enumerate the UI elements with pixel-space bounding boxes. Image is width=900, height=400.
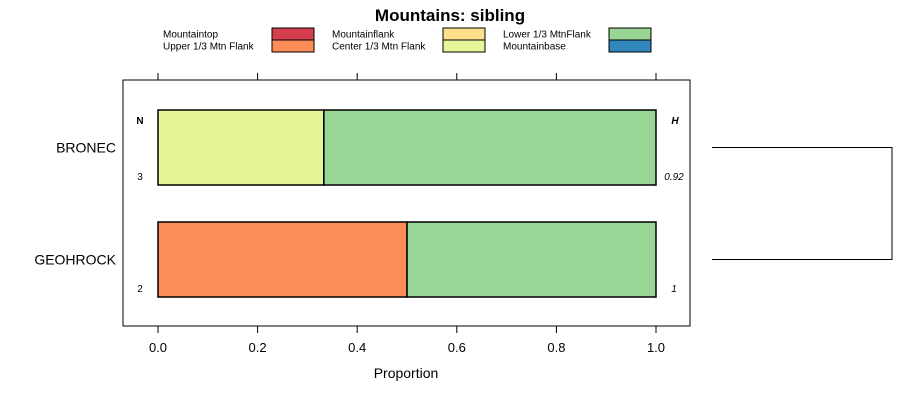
bar-geohrock-lower-1-3-mtnflank	[406, 221, 657, 298]
x-tick-label: 0.6	[448, 340, 466, 355]
legend-label-mountainflank: Mountainflank	[332, 30, 395, 41]
h-value-bronec: 0.92	[664, 172, 684, 183]
n-value-geohrock: 2	[137, 284, 143, 295]
legend-swatch-upper-1-3-mtn-flank	[271, 39, 315, 53]
bars	[157, 109, 657, 298]
x-tick-label: 0.2	[249, 340, 267, 355]
legend-label-center-1-3-mtn-flank: Center 1/3 Mtn Flank	[332, 42, 426, 53]
legend-label-mountainbase: Mountainbase	[503, 42, 566, 53]
top-axis-ticks	[157, 73, 657, 80]
h-column-header: H	[671, 116, 679, 127]
chart-title: Mountains: sibling	[375, 6, 525, 25]
dendrogram-branch	[712, 147, 893, 260]
x-tick-label: 0.4	[348, 340, 366, 355]
x-tick-label: 1.0	[647, 340, 665, 355]
row-stats: 3 0.92 2 1	[137, 172, 684, 295]
plot-frame	[122, 79, 691, 327]
n-column-header: N	[136, 116, 143, 127]
legend-swatch-mountainflank	[442, 27, 486, 41]
legend-swatch-mountaintop	[271, 27, 315, 41]
legend-label-mountaintop: Mountaintop	[163, 30, 218, 41]
bar-bronec-center-1-3-mtn-flank	[157, 109, 325, 186]
x-axis: 0.0 0.2 0.4 0.6 0.8 1.0	[149, 326, 665, 355]
legend-swatch-lower-1-3-mtnflank	[608, 27, 652, 41]
n-value-bronec: 3	[137, 172, 143, 183]
dendrogram	[712, 147, 893, 260]
legend-label-upper-1-3-mtn-flank: Upper 1/3 Mtn Flank	[163, 42, 255, 53]
category-labels: BRONEC GEOHROCK	[34, 140, 116, 268]
h-value-geohrock: 1	[671, 284, 677, 295]
x-tick-label: 0.8	[547, 340, 565, 355]
legend-swatch-center-1-3-mtn-flank	[442, 39, 486, 53]
category-label-geohrock: GEOHROCK	[34, 252, 116, 268]
category-label-bronec: BRONEC	[56, 140, 116, 156]
legend-label-lower-1-3-mtnflank: Lower 1/3 MtnFlank	[503, 30, 592, 41]
bar-geohrock-upper-1-3-mtn-flank	[157, 221, 408, 298]
x-axis-label: Proportion	[374, 365, 439, 381]
legend-swatch-mountainbase	[608, 39, 652, 53]
x-tick-label: 0.0	[149, 340, 167, 355]
bar-bronec-lower-1-3-mtnflank	[323, 109, 657, 186]
